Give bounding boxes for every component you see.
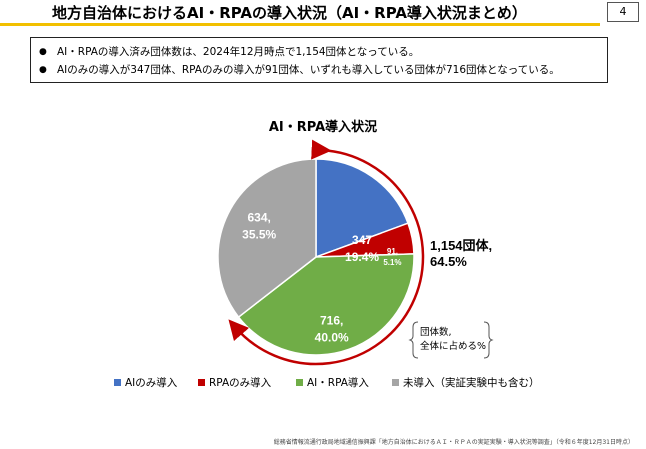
legend-label: RPAのみ導入 [209, 376, 272, 389]
slice-percent-label: 5.1% [383, 258, 401, 267]
source-note: 総務省情報流通行政局地域通信振興課「地方自治体におけるＡＩ・ＲＰＡの実証実験・導… [273, 439, 634, 446]
slice-count-label: 91, [387, 247, 398, 256]
legend-swatch [392, 379, 399, 386]
legend-swatch [198, 379, 205, 386]
legend-label: AIのみ導入 [125, 376, 178, 389]
header-underline [0, 23, 600, 26]
header: 地方自治体におけるAI・RPAの導入状況（AI・RPA導入状況まとめ） 4 [0, 0, 646, 26]
legend-swatch [296, 379, 303, 386]
legend-label: AI・RPA導入 [307, 376, 369, 389]
brace-note-line1: 団体数, [420, 326, 452, 338]
legend-swatch [114, 379, 121, 386]
callout-total-count: 1,154団体, [430, 238, 492, 253]
slice-percent-label: 40.0% [315, 331, 349, 345]
adopted-arc [228, 139, 425, 366]
brace-right [483, 321, 494, 359]
brace-left [408, 321, 419, 359]
chart-title: AI・RPA導入状況 [268, 120, 378, 135]
bullet-item: ● AI・RPAの導入済み団体数は、2024年12月時点で1,154団体となって… [39, 43, 599, 61]
summary-box: ● AI・RPAの導入済み団体数は、2024年12月時点で1,154団体となって… [30, 37, 608, 83]
slice-count-label: 716, [320, 314, 343, 328]
page-number: 4 [607, 2, 639, 22]
bullet-item: ● AIのみの導入が347団体、RPAのみの導入が91団体、いずれも導入している… [39, 61, 599, 79]
bullet-text: AI・RPAの導入済み団体数は、2024年12月時点で1,154団体となっている… [57, 46, 420, 58]
bullet-marker: ● [39, 65, 47, 75]
page-title: 地方自治体におけるAI・RPAの導入状況（AI・RPA導入状況まとめ） [52, 4, 527, 22]
brace-note-line2: 全体に占める% [420, 340, 486, 352]
slice-percent-label: 19.4% [345, 250, 379, 264]
callout-total-percent: 64.5% [430, 254, 467, 269]
bullet-text: AIのみの導入が347団体、RPAのみの導入が91団体、いずれも導入している団体… [57, 64, 560, 76]
bullet-marker: ● [39, 47, 47, 57]
slice-count-label: 347 [352, 233, 372, 247]
slice-percent-label: 35.5% [242, 228, 276, 242]
legend-label: 未導入（実証実験中も含む） [403, 376, 540, 389]
slice-count-label: 634, [247, 211, 270, 225]
